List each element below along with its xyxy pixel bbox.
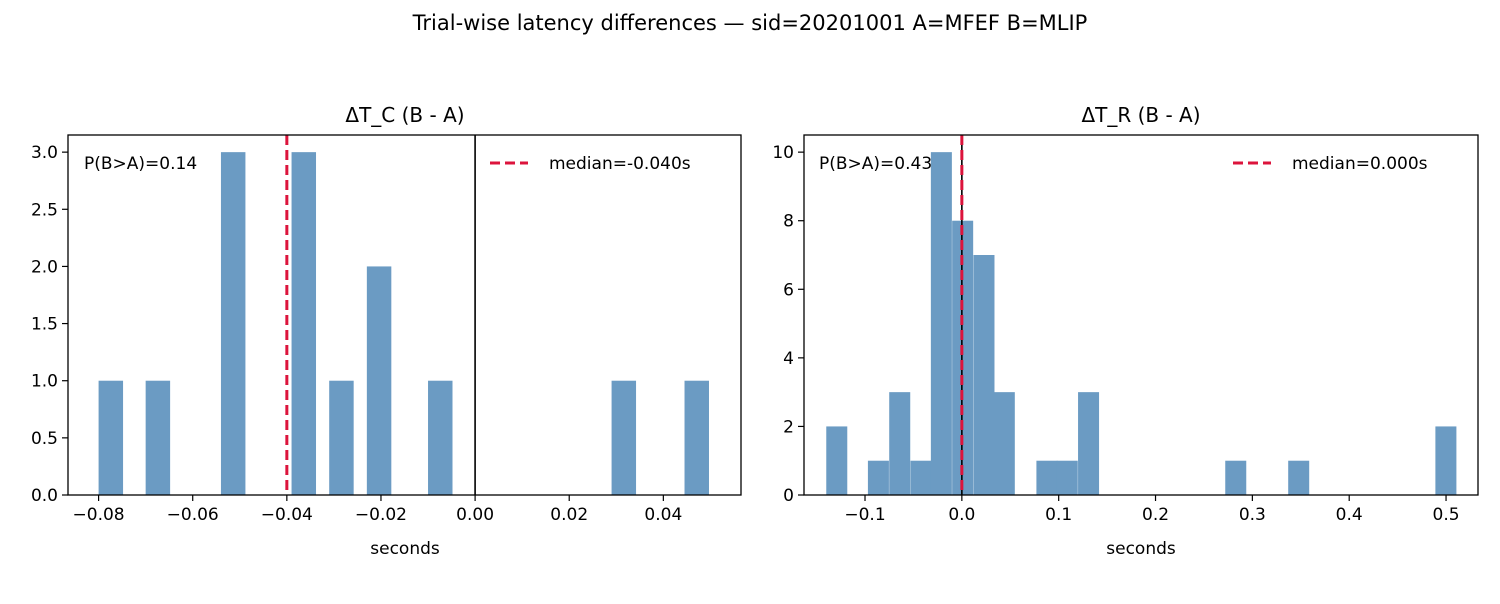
x-tick-label: 0.02 [550,505,588,525]
x-axis-ticks: −0.08 −0.06 −0.04 −0.02 0.00 0.02 0.04 [73,495,682,525]
x-tick-label: −0.06 [167,505,219,525]
x-tick-label: −0.04 [261,505,313,525]
y-tick-label: 1.5 [31,315,58,335]
histogram-bar [1288,460,1310,495]
y-tick-label: 2.0 [31,257,58,277]
figure-suptitle: Trial-wise latency differences — sid=202… [412,11,1088,35]
axes-frame [67,134,742,496]
annotation-probability: P(B>A)=0.14 [84,154,197,174]
x-axis-label: seconds [1106,539,1176,559]
histogram-bar [973,255,995,495]
y-tick-label: 2 [783,417,794,437]
histogram-bar [1078,392,1100,495]
x-tick-label: 0.4 [1336,505,1363,525]
histogram-bar [993,392,1015,495]
x-tick-label: −0.1 [844,505,885,525]
histogram-bar [1036,460,1058,495]
histogram-bar [684,380,709,495]
histogram-bar [952,220,974,495]
legend-median-label: median=0.000s [1292,154,1428,174]
y-tick-label: 6 [783,280,794,300]
y-tick-label: 4 [783,349,794,369]
panel-title: ΔT_R (B - A) [1081,103,1200,127]
histogram-bar [611,380,637,495]
histogram-bar [220,152,246,495]
legend: median=-0.040s [482,143,732,183]
y-tick-label: 2.5 [31,200,58,220]
x-axis-ticks: −0.1 0.0 0.1 0.2 0.3 0.4 0.5 [844,495,1460,525]
panel-delta-t-r: −0.1 0.0 0.1 0.2 0.3 0.4 0.5 0 2 4 6 8 10 ΔT_R (B - … [772,103,1479,559]
x-tick-label: 0.5 [1433,505,1460,525]
histogram-bar [145,380,171,495]
y-tick-label: 8 [783,212,794,232]
x-tick-label: 0.1 [1045,505,1072,525]
x-tick-label: −0.08 [73,505,125,525]
annotation-probability: P(B>A)=0.43 [819,154,932,174]
histogram-bar [1056,460,1078,495]
histogram-bar [910,460,932,495]
y-tick-label: 0.0 [31,486,58,506]
x-tick-label: 0.3 [1239,505,1266,525]
x-axis-label: seconds [370,539,440,559]
histogram-bar [1225,460,1247,495]
histogram-bars [98,152,709,495]
histogram-bar [329,380,354,495]
legend: median=0.000s [1225,143,1467,183]
legend-median-label: median=-0.040s [549,154,691,174]
histogram-bars [826,152,1457,495]
x-tick-label: 0.00 [456,505,494,525]
histogram-bar [1435,426,1457,495]
histogram-bar [291,152,317,495]
x-tick-label: −0.02 [355,505,407,525]
panel-delta-t-c: −0.08 −0.06 −0.04 −0.02 0.00 0.02 0.04 0.0 0.5 1.… [31,103,742,559]
histogram-bar [428,380,453,495]
panel-title: ΔT_C (B - A) [345,103,464,127]
histogram-bar [826,426,848,495]
y-tick-label: 1.0 [31,372,58,392]
histogram-bar [867,460,889,495]
axes-frame [803,134,1479,496]
y-tick-label: 0 [783,486,794,506]
histogram-bar [930,152,952,495]
histogram-bar [366,266,392,495]
y-tick-label: 10 [772,143,794,163]
y-axis-ticks: 0 2 4 6 8 10 [772,143,804,506]
x-tick-label: 0.04 [644,505,682,525]
x-tick-label: 0.2 [1142,505,1169,525]
y-axis-ticks: 0.0 0.5 1.0 1.5 2.0 2.5 3.0 [31,143,68,506]
histogram-bar [98,380,124,495]
y-tick-label: 3.0 [31,143,58,163]
x-tick-label: 0.0 [948,505,975,525]
y-tick-label: 0.5 [31,429,58,449]
histogram-bar [889,392,911,495]
